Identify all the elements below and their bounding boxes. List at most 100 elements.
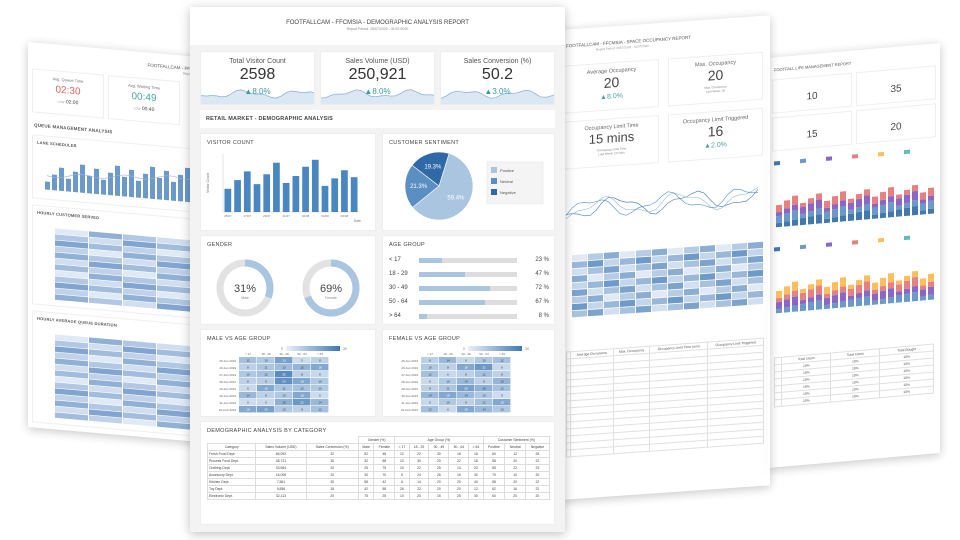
legend-swatch [852,154,858,159]
heat-cell [293,364,311,371]
stacked-bar [920,192,926,200]
heat-cell [732,256,747,265]
heat-cell [700,301,715,309]
heat-cell [123,388,156,397]
occupancy-line [565,188,759,216]
stacked-bar [792,296,798,306]
cell-value: 8 [247,366,249,370]
occupancy-report-page[interactable]: FOOTFALLCAM - FFCMSIA - SPACE OCCUPANCY … [560,15,770,501]
heat-cell [604,258,619,267]
heat-cell [293,378,311,385]
legend-swatch [852,240,858,245]
report-header: FOOTFALLCAM - FFCMSIA - DEMOGRAPHIC ANAL… [190,7,565,45]
heat-cell [493,371,511,378]
cell-value: 10 [282,408,286,412]
age-group-card: AGE GROUP < 17 23 % 18 - 29 47 % 30 - 49 72 %… [382,235,555,325]
stacked-bar [816,294,822,301]
cell-value: 6 [429,380,431,384]
cell-value: 24 [282,380,286,384]
table-cell: 30 [305,478,360,486]
heat-cell [588,252,603,261]
heat-cell [157,243,190,252]
lane-bar [59,167,64,192]
heat-cell [684,267,699,275]
table-cell: 48,721 [255,457,307,465]
table-cell: 48 [373,450,396,458]
table-cell: 25 [448,492,470,500]
lane-bar [150,166,155,200]
table-cell [774,399,782,407]
stacked-bar [784,294,790,300]
age-label: > 64 [389,313,401,319]
stacked-bar [920,285,926,290]
heat-cell [748,248,763,257]
lane-bar [101,179,106,195]
female-vs-age-card: FEMALE VS AGE GROUP 0 30 < 17 18 - 29 30 - 4… [382,329,555,417]
kpi-low-label: LOW [133,106,141,111]
heat-cell [123,252,156,261]
stacked-bar [896,291,902,296]
table-cell: 20 [305,492,360,500]
up-arrow-icon: ▲ [600,93,607,102]
stacked-bar [800,213,806,219]
gender-pct: 31% [234,283,256,295]
heat-cell [55,264,88,273]
heat-cell [620,278,635,287]
heat-cell [421,385,439,392]
lane-bar [143,173,148,199]
stacked-bar [920,199,926,204]
cell-value: 8 [301,373,303,377]
heat-cell [636,298,651,306]
heat-cell [732,284,747,293]
table-row: Process Food Dept. 48,721 30 32 68 10 30 20 22 18… [206,457,551,465]
heat-cell [604,307,619,316]
heat-cell [239,371,257,378]
heat-cell [588,294,603,303]
age-bar-fill [419,272,466,277]
row-date: 31-Jan 2019 [219,401,236,405]
row-date: 30-Jan 2019 [401,394,418,398]
kpi-card: Average Occupancy 20 ▲8.0% [564,59,659,114]
table-cell [613,444,650,454]
cell-value: 8 [447,366,449,370]
heat-cell [636,256,651,264]
column-header: > 64 [468,443,484,451]
heat-cell [55,234,88,243]
stacked-bar [824,286,830,295]
stacked-bar [824,211,830,220]
column-header: 30 - 49 [428,443,450,451]
demographic-report-page[interactable]: FOOTFALLCAM - FFCMSIA - DEMOGRAPHIC ANAL… [190,7,565,532]
heat-cell [275,364,293,371]
stacked-bar [856,206,862,213]
table-cell: 32 [305,450,360,458]
heat-cell [620,299,635,308]
bar [224,188,232,212]
cell-value: 12 [318,408,322,412]
table-cell: 22 [408,485,430,493]
table-cell: 26 [394,485,410,493]
table-cell: 60 [482,492,506,500]
heat-cell [157,291,190,300]
heat-cell [668,296,683,304]
heat-cell [700,252,715,260]
heat-cell [157,415,190,424]
cell-value: 8 [429,387,431,391]
heat-cell [89,361,122,370]
stacked-bar [776,204,782,213]
category-table: Gender (%) Age Group (%) Customer Sentimen… [206,436,551,500]
kpi-change: 3.0% [492,87,511,96]
age-bar-fill [419,314,427,319]
heat-cell [700,287,715,295]
heat-cell [652,276,667,284]
stacked-bar [904,202,910,209]
column-header: < 17 [394,443,410,451]
stacked-bar [880,199,886,206]
heat-cell [239,357,257,364]
heat-cell [572,261,587,269]
stacked-bar [856,198,862,208]
table-row: Fresh Food Dept. 65,092 32 52 48 12 22 30 18 18 60… [206,450,551,458]
heat-cell [588,273,603,282]
life-management-page[interactable]: FOOTFALL LIFE MANAGEMENT REPORT 10 35 15… [768,42,940,468]
stacked-bar [824,218,830,224]
